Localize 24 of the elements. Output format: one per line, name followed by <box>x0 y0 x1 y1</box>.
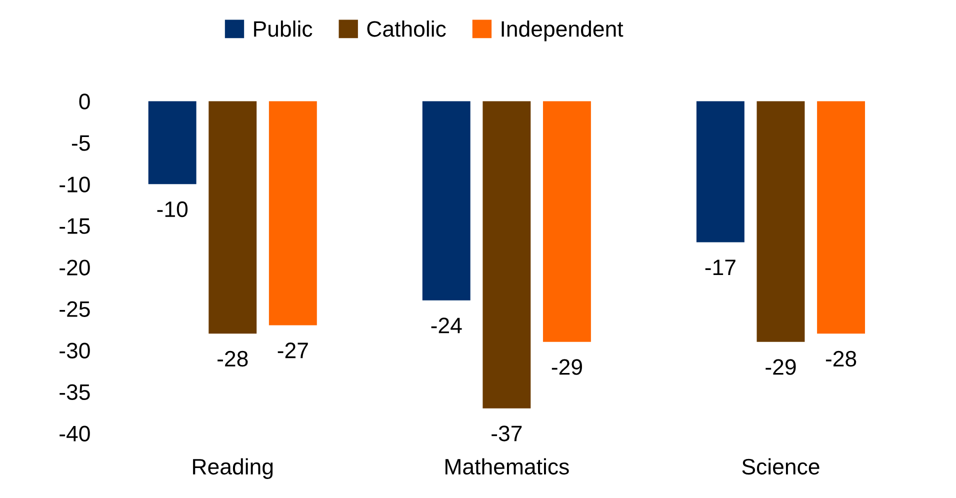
y-tick-label: -10 <box>60 176 90 192</box>
legend-label: Public <box>254 20 312 37</box>
data-label: -29 <box>766 359 796 375</box>
x-tick-label: Science <box>742 458 820 475</box>
data-label: -17 <box>705 260 736 276</box>
x-tick-label: Reading <box>193 458 273 479</box>
data-label: -27 <box>278 342 308 358</box>
legend-label: Catholic <box>367 20 446 37</box>
y-tick-label: -25 <box>60 301 90 317</box>
y-tick-label: -5 <box>72 135 90 151</box>
data-label: -37 <box>492 426 522 442</box>
y-tick-label: -30 <box>60 342 90 358</box>
data-label: -28 <box>826 350 856 367</box>
y-tick-label: -35 <box>60 384 90 400</box>
y-tick-label: 0 <box>79 94 90 110</box>
y-tick-label: -20 <box>60 260 90 276</box>
y-tick-label: -40 <box>60 426 90 442</box>
data-label: -10 <box>157 201 188 218</box>
data-label: -28 <box>218 350 248 367</box>
legend-label: Independent <box>502 20 624 42</box>
data-label: -24 <box>431 318 462 334</box>
data-label: -29 <box>552 359 582 375</box>
y-tick-label: -15 <box>60 218 90 234</box>
x-tick-label: Mathematics <box>446 458 569 475</box>
